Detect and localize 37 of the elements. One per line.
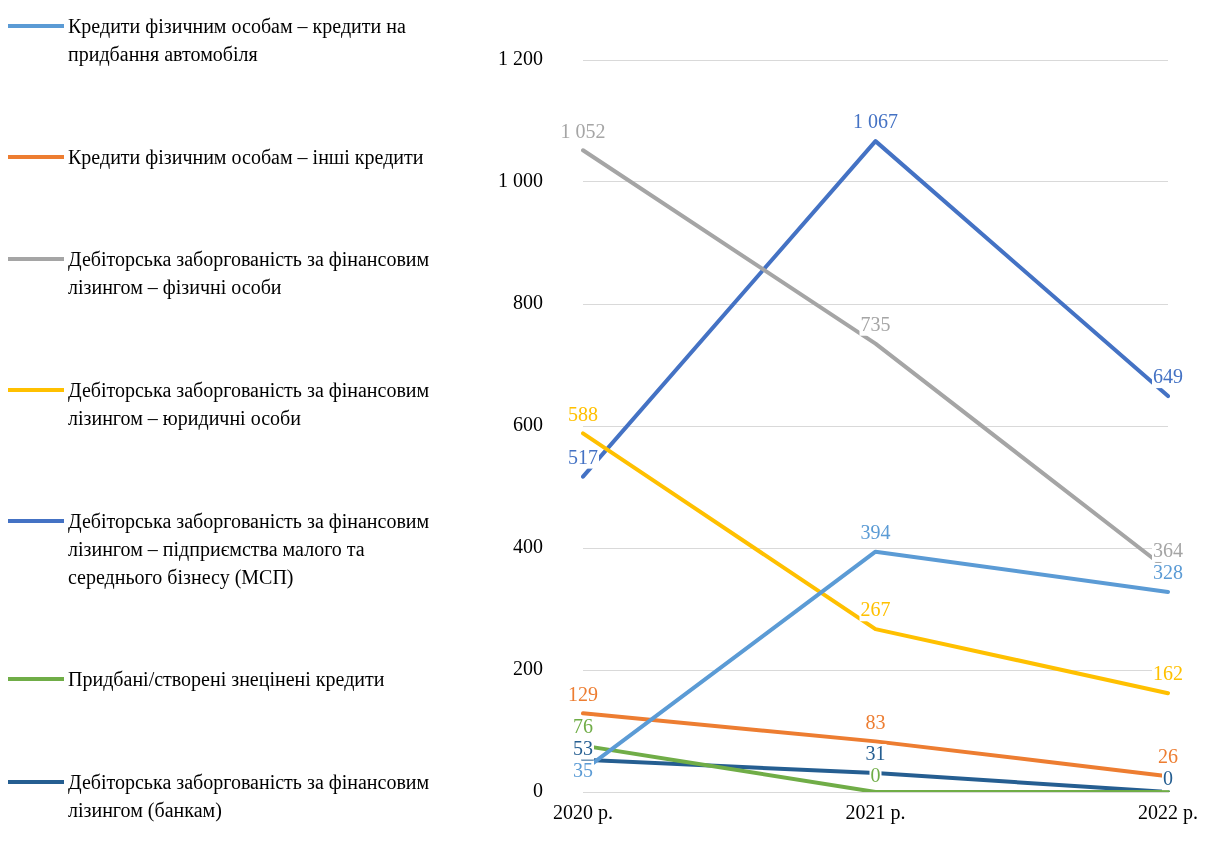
- legend-label: Дебіторська заборгованість за фінансовим лізингом – підприємства малого та середнього бізнесу (МСП): [68, 508, 431, 591]
- data-label: 267: [860, 598, 891, 621]
- data-label: 26: [1158, 745, 1178, 768]
- y-tick-label: 1 200: [498, 47, 543, 70]
- data-label: 735: [860, 312, 891, 335]
- data-label: 0: [1163, 767, 1173, 790]
- x-tick-label: 2022 р.: [1138, 801, 1198, 825]
- x-tick-label: 2021 р.: [845, 801, 906, 825]
- legend-label: Кредити фізичним особам – інші кредити: [68, 144, 424, 171]
- data-label: 129: [568, 682, 598, 705]
- data-label: 394: [860, 520, 891, 543]
- legend-label: Кредити фізичним особам – кредити на придбання автомобіля: [68, 14, 407, 68]
- data-label: 35: [573, 758, 593, 781]
- data-label: 53: [573, 736, 593, 759]
- data-label: 83: [865, 710, 886, 733]
- legend-label: Дебіторська заборгованість за фінансовим лізингом – фізичні особи: [68, 247, 431, 301]
- y-tick-label: 0: [533, 779, 543, 802]
- legend-label: Дебіторська заборгованість за фінансовим лізингом (банкам): [68, 769, 431, 824]
- data-label: 588: [568, 402, 598, 425]
- data-label: 364: [1153, 539, 1183, 562]
- legend-label: Придбані/створені знецінені кредити: [68, 667, 385, 693]
- legend-label: Дебіторська заборгованість за фінансовим лізингом – юридичні особи: [68, 377, 431, 432]
- y-tick-label: 800: [513, 291, 543, 314]
- y-tick-label: 1 000: [498, 169, 543, 192]
- x-tick-label: 2020 р.: [553, 801, 613, 825]
- y-tick-label: 200: [513, 657, 543, 680]
- y-tick-label: 400: [513, 535, 543, 558]
- data-label: 76: [573, 714, 593, 737]
- data-label: 31: [865, 742, 886, 765]
- y-tick-label: 600: [513, 413, 543, 436]
- data-label: 517: [568, 445, 598, 468]
- data-label: 328: [1153, 561, 1183, 584]
- data-label: 1 067: [853, 110, 898, 133]
- data-label: 1 052: [560, 119, 606, 142]
- data-label: 649: [1153, 365, 1183, 388]
- data-label: 0: [870, 764, 881, 787]
- data-label: 162: [1153, 662, 1183, 685]
